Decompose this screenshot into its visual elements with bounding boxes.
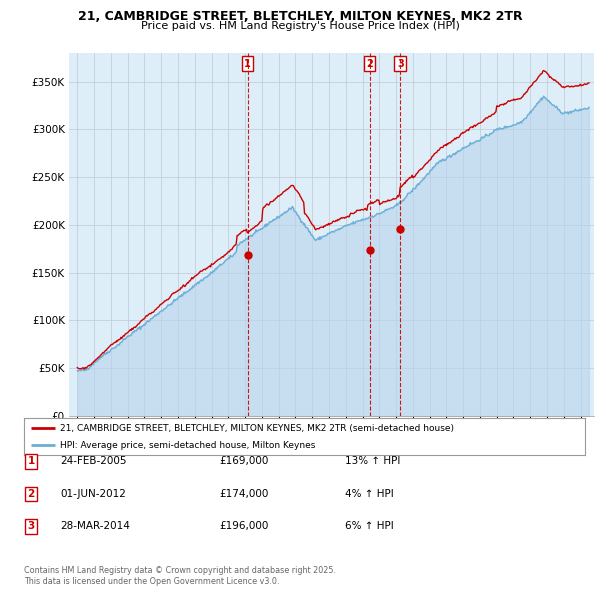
Text: £169,000: £169,000	[219, 457, 268, 466]
Text: 3: 3	[28, 522, 35, 531]
Text: Price paid vs. HM Land Registry's House Price Index (HPI): Price paid vs. HM Land Registry's House …	[140, 21, 460, 31]
Text: 21, CAMBRIDGE STREET, BLETCHLEY, MILTON KEYNES, MK2 2TR: 21, CAMBRIDGE STREET, BLETCHLEY, MILTON …	[77, 10, 523, 23]
Text: HPI: Average price, semi-detached house, Milton Keynes: HPI: Average price, semi-detached house,…	[61, 441, 316, 450]
Text: 2: 2	[366, 58, 373, 68]
Text: 13% ↑ HPI: 13% ↑ HPI	[345, 457, 400, 466]
Text: 28-MAR-2014: 28-MAR-2014	[60, 522, 130, 531]
Text: 24-FEB-2005: 24-FEB-2005	[60, 457, 127, 466]
Text: 21, CAMBRIDGE STREET, BLETCHLEY, MILTON KEYNES, MK2 2TR (semi-detached house): 21, CAMBRIDGE STREET, BLETCHLEY, MILTON …	[61, 424, 454, 433]
Text: £174,000: £174,000	[219, 489, 268, 499]
Text: Contains HM Land Registry data © Crown copyright and database right 2025.
This d: Contains HM Land Registry data © Crown c…	[24, 566, 336, 586]
Text: 1: 1	[28, 457, 35, 466]
Text: £196,000: £196,000	[219, 522, 268, 531]
Text: 01-JUN-2012: 01-JUN-2012	[60, 489, 126, 499]
Text: 3: 3	[397, 58, 404, 68]
Text: 2: 2	[28, 489, 35, 499]
Text: 1: 1	[244, 58, 251, 68]
Text: 6% ↑ HPI: 6% ↑ HPI	[345, 522, 394, 531]
Text: 4% ↑ HPI: 4% ↑ HPI	[345, 489, 394, 499]
